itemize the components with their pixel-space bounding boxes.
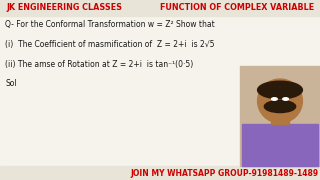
Bar [240, 66, 320, 166]
Ellipse shape [272, 98, 277, 100]
Bar [0, 166, 320, 180]
Text: Q- For the Conformal Transformation w = Z² Show that: Q- For the Conformal Transformation w = … [5, 21, 215, 30]
Ellipse shape [283, 98, 288, 100]
Bar [0, 0, 320, 16]
Text: Sol: Sol [5, 80, 17, 89]
Ellipse shape [258, 79, 302, 123]
Text: (i)  The Coefficient of masmification of  Z = 2+i  is 2√5: (i) The Coefficient of masmification of … [5, 40, 214, 50]
Text: (ii) The amse of Rotation at Z = 2+i  is tan⁻¹(0·5): (ii) The amse of Rotation at Z = 2+i is … [5, 60, 193, 69]
Ellipse shape [258, 81, 302, 99]
Text: JOIN MY WHATSAPP GROUP-91981489-1489 CLASSES: JOIN MY WHATSAPP GROUP-91981489-1489 CLA… [130, 168, 320, 177]
Text: FUNCTION OF COMPLEX VARIABLE: FUNCTION OF COMPLEX VARIABLE [160, 3, 314, 12]
Bar [271, 114, 289, 124]
Ellipse shape [264, 100, 296, 112]
Polygon shape [242, 124, 318, 166]
Text: JK ENGINEERING CLASSES: JK ENGINEERING CLASSES [6, 3, 122, 12]
